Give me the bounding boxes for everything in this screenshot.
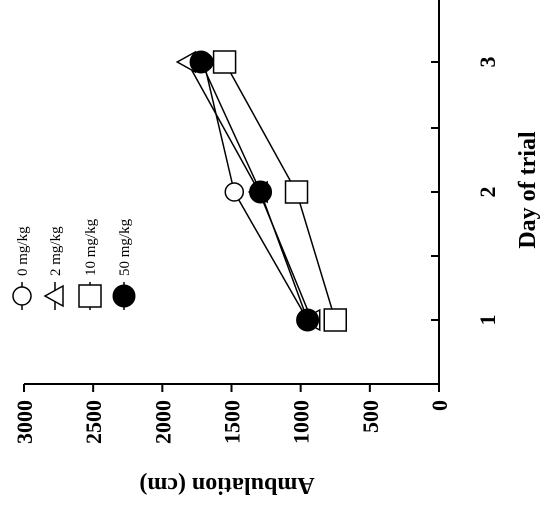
value-tick-label-3000: 3000 xyxy=(12,400,37,444)
day-tick-label-3: 3 xyxy=(475,57,500,68)
legend-marker-1 xyxy=(43,284,64,308)
point-s0-day2 xyxy=(224,182,245,202)
legend-marker-0 xyxy=(12,286,32,306)
series-markers xyxy=(175,50,347,332)
point-s3-day3 xyxy=(189,50,213,74)
y-axis-title: Ambulation (cm) xyxy=(139,472,314,498)
point-s3-day2 xyxy=(249,180,273,204)
point-s2-day1 xyxy=(323,308,347,332)
legend-label-2: 10 mg/kg xyxy=(83,218,99,276)
legend-label-0: 0 mg/kg xyxy=(15,226,31,276)
legend-label-3: 50 mg/kg xyxy=(117,218,133,276)
legend-marker-2 xyxy=(78,284,102,308)
value-tick-label-1000: 1000 xyxy=(289,400,314,444)
value-tick-label-2000: 2000 xyxy=(150,400,175,444)
x-axis-title: Day of trial xyxy=(515,131,541,249)
day-tick-label-1: 1 xyxy=(475,315,500,326)
value-tick-label-0: 0 xyxy=(427,400,452,411)
legend-marker-3 xyxy=(112,284,136,308)
point-s3-day1 xyxy=(296,308,320,332)
axes: 0 500 1000 1500 2000 2500 3000 1 2 3 xyxy=(12,0,500,444)
point-s2-day2 xyxy=(284,180,309,204)
day-tick-label-2: 2 xyxy=(475,187,500,198)
point-s2-day3 xyxy=(212,50,237,74)
legend-label-1: 2 mg/kg xyxy=(48,226,64,276)
value-tick-label-1500: 1500 xyxy=(220,400,245,444)
value-tick-label-2500: 2500 xyxy=(81,400,106,444)
legend: 0 mg/kg 2 mg/kg 10 mg/kg 50 mg/kg xyxy=(12,218,136,310)
value-tick-label-500: 500 xyxy=(358,400,383,433)
